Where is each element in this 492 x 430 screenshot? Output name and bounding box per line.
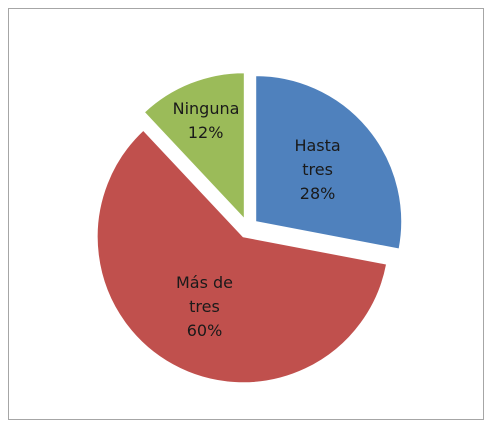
value-label: 28%: [299, 184, 336, 204]
slice-label: Hasta tres 28%: [285, 134, 351, 206]
pie-slice: [96, 129, 388, 384]
category-label: Ninguna: [172, 98, 240, 118]
slice-label: Ninguna 12%: [172, 97, 240, 145]
chart-frame: [8, 8, 484, 420]
pie-slice: [143, 72, 245, 220]
value-label: 60%: [186, 321, 223, 341]
category-label: Más de tres: [175, 273, 233, 317]
slice-label: Más de tres 60%: [171, 271, 237, 343]
category-label: Hasta tres: [294, 136, 341, 180]
value-label: 12%: [187, 122, 224, 142]
pie-slice: [255, 75, 403, 250]
